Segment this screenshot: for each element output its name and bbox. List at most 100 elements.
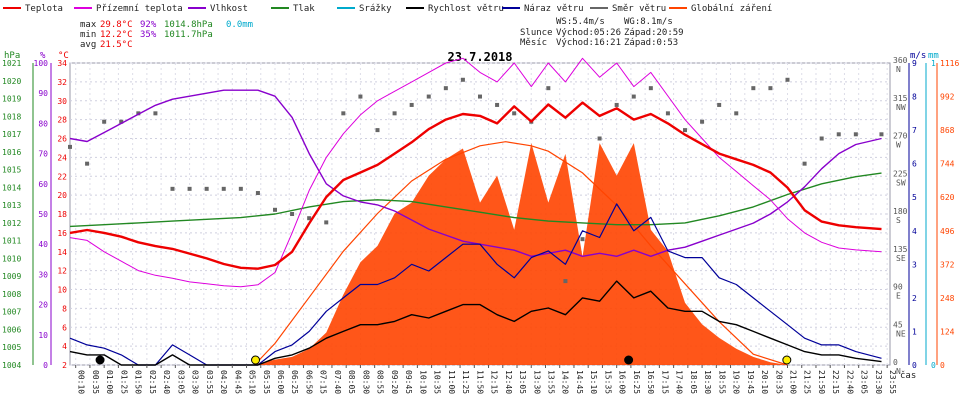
x-tick-label: 04:20 bbox=[219, 370, 228, 394]
pressure-tick: 1019 bbox=[2, 95, 21, 104]
wind-dir-point bbox=[734, 111, 739, 116]
wind-dir-tick: 225 bbox=[893, 169, 908, 178]
x-tick-label: 00:10 bbox=[77, 370, 86, 394]
stat-min-press: 1011.7hPa bbox=[164, 30, 213, 40]
pressure-tick: 1018 bbox=[2, 112, 21, 121]
clear-sky-radiation-line bbox=[254, 141, 788, 366]
stat-ws: WS:5.4m/s bbox=[556, 17, 605, 27]
x-tick-label: 13:30 bbox=[532, 370, 541, 394]
x-tick-label: 16:50 bbox=[646, 370, 655, 394]
stat-min-label: min bbox=[80, 30, 96, 40]
x-tick-label: 08:05 bbox=[347, 370, 356, 394]
wind-dir-tick: 45 bbox=[893, 320, 903, 329]
pressure-tick: 1016 bbox=[2, 148, 21, 157]
humidity-tick: 80 bbox=[38, 119, 48, 128]
wind-dir-point bbox=[836, 132, 841, 137]
stat-min-temp: 12.2°C bbox=[100, 30, 133, 40]
pressure-tick: 1009 bbox=[2, 272, 21, 281]
temperature-tick: 26 bbox=[57, 135, 67, 144]
x-tick-label: 11:50 bbox=[475, 370, 484, 394]
x-tick-label: 18:55 bbox=[717, 370, 726, 394]
wind-dir-point bbox=[700, 119, 705, 124]
wind-dir-point bbox=[119, 119, 124, 124]
humidity-tick: 50 bbox=[38, 210, 48, 219]
pressure-tick: 1008 bbox=[2, 290, 21, 299]
series-náraz-větru bbox=[69, 203, 882, 366]
wind-speed-tick: 6 bbox=[912, 160, 917, 169]
temperature-tick: 24 bbox=[57, 153, 67, 162]
x-tick-label: 21:25 bbox=[803, 370, 812, 394]
series-přízemní-teplota bbox=[69, 57, 882, 288]
x-axis-label: čas bbox=[900, 370, 916, 381]
radiation-tick: 124 bbox=[940, 327, 955, 336]
x-tick-label: 12:15 bbox=[490, 370, 499, 394]
wind-dir-tick: 315 bbox=[893, 94, 908, 103]
stat-max-temp: 29.8°C bbox=[100, 20, 133, 30]
x-tick-label: 01:00 bbox=[105, 370, 114, 394]
left-axes: hPa% °C1021102010191018101710161015101410… bbox=[2, 51, 71, 370]
rain-tick: 1 bbox=[931, 59, 936, 68]
x-tick-label: 10:10 bbox=[418, 370, 427, 394]
x-tick-label: 21:00 bbox=[789, 370, 798, 394]
radiation-tick: 744 bbox=[940, 160, 955, 169]
x-tick-label: 15:10 bbox=[589, 370, 598, 394]
wind-dir-point bbox=[683, 128, 687, 133]
legend-label: Přízemní teplota bbox=[96, 4, 183, 14]
x-tick-label: 16:00 bbox=[618, 370, 627, 394]
stat-sun-rise: Východ:05:26 bbox=[556, 28, 621, 38]
wind-dir-tick: 270 bbox=[893, 132, 908, 141]
sunset-marker bbox=[782, 355, 792, 365]
x-tick-label: 01:50 bbox=[134, 370, 143, 394]
wind-dir-tick: 135 bbox=[893, 245, 908, 254]
pressure-tick: 1017 bbox=[2, 130, 21, 139]
wind-speed-tick: 9 bbox=[912, 59, 917, 68]
stat-moon-label: Měsíc bbox=[520, 38, 547, 48]
wind-dir-point bbox=[409, 102, 414, 107]
x-axis: 00:10 00:35 01:00 01:25 01:50 02:15 02:40 03:05… bbox=[75, 365, 897, 394]
x-tick-label: 19:20 bbox=[732, 370, 741, 394]
x-tick-label: 11:25 bbox=[461, 370, 470, 394]
radiation-area bbox=[251, 143, 788, 365]
wind-dir-point bbox=[273, 207, 277, 212]
radiation-tick: 248 bbox=[940, 294, 955, 303]
wind-dir-label: W bbox=[896, 141, 901, 150]
x-tick-label: 05:10 bbox=[248, 370, 257, 394]
humidity-tick: 70 bbox=[38, 150, 48, 159]
wind-dir-point bbox=[478, 94, 482, 99]
x-tick-label: 04:45 bbox=[233, 370, 242, 394]
x-tick-label: 07:40 bbox=[333, 370, 342, 394]
wind-speed-tick: 2 bbox=[912, 294, 917, 303]
x-tick-label: 14:20 bbox=[561, 370, 570, 394]
x-tick-label: 20:35 bbox=[774, 370, 783, 394]
wind-dir-point bbox=[460, 77, 465, 82]
wind-dir-label: N bbox=[896, 65, 901, 74]
temperature-tick: 34 bbox=[57, 59, 67, 68]
wind-dir-point bbox=[153, 111, 158, 116]
radiation-tick: 372 bbox=[940, 260, 955, 269]
wind-dir-point bbox=[187, 186, 192, 191]
wind-dir-point bbox=[614, 102, 619, 107]
x-tick-label: 14:45 bbox=[575, 370, 584, 394]
wind-dir-point bbox=[238, 186, 243, 191]
radiation-tick: 1116 bbox=[940, 59, 959, 68]
x-tick-label: 03:30 bbox=[191, 370, 200, 394]
x-tick-label: 12:40 bbox=[504, 370, 513, 394]
humidity-tick: 20 bbox=[38, 301, 48, 310]
stat-max-press: 1014.8hPa bbox=[164, 20, 213, 30]
x-tick-label: 03:55 bbox=[205, 370, 214, 394]
stat-moon-rise: Východ:16:21 bbox=[556, 38, 621, 48]
wind-dir-point bbox=[102, 119, 107, 124]
x-tick-label: 13:55 bbox=[546, 370, 555, 394]
x-tick-label: 13:05 bbox=[518, 370, 527, 394]
x-tick-label: 00:35 bbox=[91, 370, 100, 394]
plot-area bbox=[68, 57, 891, 366]
stat-max-label: max bbox=[80, 20, 97, 30]
stat-avg-label: avg bbox=[80, 40, 96, 50]
x-tick-label: 08:30 bbox=[361, 370, 370, 394]
sunrise-marker bbox=[251, 355, 261, 365]
pressure-tick: 1011 bbox=[2, 237, 21, 246]
x-tick-label: 06:25 bbox=[290, 370, 299, 394]
wind-dir-point bbox=[563, 279, 568, 284]
stat-sun-label: Slunce bbox=[520, 28, 553, 38]
rain-axis-unit: mm bbox=[928, 51, 939, 61]
